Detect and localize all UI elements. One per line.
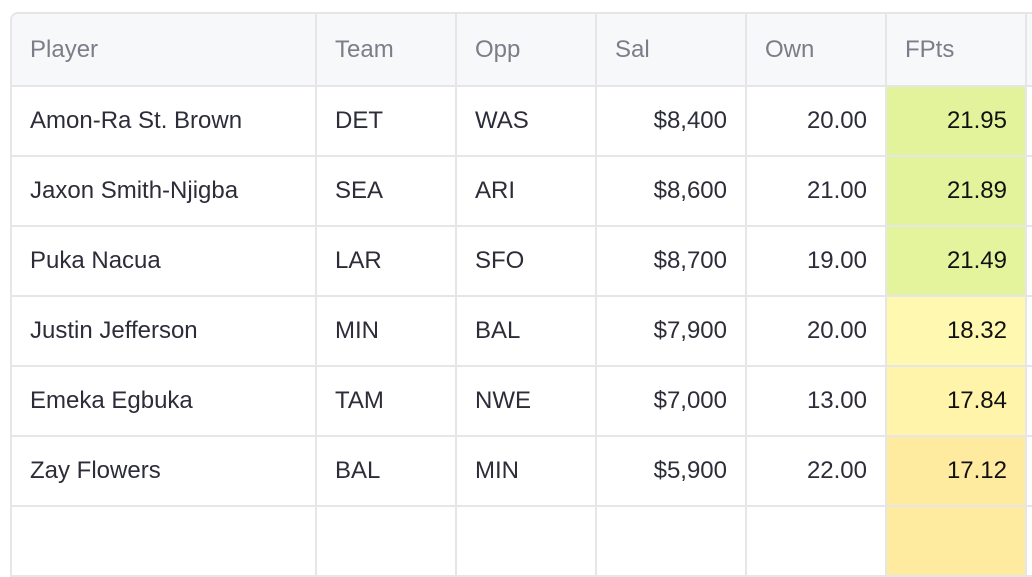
column-header-player[interactable]: Player xyxy=(12,14,317,87)
cell-opp: BAL xyxy=(456,296,597,367)
cell-team: MIN xyxy=(316,296,457,367)
table-row[interactable]: Puka Nacua LAR SFO $8,700 19.00 21.49 xyxy=(12,226,1032,297)
cell-opp: SFO xyxy=(456,226,597,297)
cell-sal: $8,400 xyxy=(596,86,747,157)
cell-empty xyxy=(316,506,457,577)
cell-own: 19.00 xyxy=(746,226,887,297)
cell-opp: NWE xyxy=(456,366,597,437)
table-row[interactable]: Justin Jefferson MIN BAL $7,900 20.00 18.32 xyxy=(12,296,1032,367)
cell-fpts: 17.12 xyxy=(886,436,1027,507)
cell-empty xyxy=(746,506,887,577)
cell-player: Jaxon Smith-Njigba xyxy=(12,156,317,227)
cell-fpts: 17.84 xyxy=(886,366,1027,437)
players-table: Player Team Opp Sal Own FPts Amon-Ra St.… xyxy=(12,14,1032,577)
cell-empty xyxy=(12,506,317,577)
cell-own: 22.00 xyxy=(746,436,887,507)
cell-player: Zay Flowers xyxy=(12,436,317,507)
table-row[interactable]: Amon-Ra St. Brown DET WAS $8,400 20.00 21.95 xyxy=(12,86,1032,157)
header-row: Player Team Opp Sal Own FPts xyxy=(12,14,1032,87)
cell-extra xyxy=(1026,366,1032,437)
cell-sal: $8,700 xyxy=(596,226,747,297)
cell-sal: $8,600 xyxy=(596,156,747,227)
table-row-partial[interactable] xyxy=(12,506,1032,577)
players-table-container: Player Team Opp Sal Own FPts Amon-Ra St.… xyxy=(10,12,1032,577)
cell-empty xyxy=(456,506,597,577)
cell-extra xyxy=(1026,226,1032,297)
cell-team: TAM xyxy=(316,366,457,437)
cell-extra xyxy=(1026,86,1032,157)
cell-player: Puka Nacua xyxy=(12,226,317,297)
cell-sal: $7,000 xyxy=(596,366,747,437)
column-header-fpts[interactable]: FPts xyxy=(886,14,1027,87)
column-header-opp[interactable]: Opp xyxy=(456,14,597,87)
cell-team: BAL xyxy=(316,436,457,507)
cell-sal: $5,900 xyxy=(596,436,747,507)
table-row[interactable]: Jaxon Smith-Njigba SEA ARI $8,600 21.00 21.89 xyxy=(12,156,1032,227)
cell-opp: ARI xyxy=(456,156,597,227)
cell-player: Amon-Ra St. Brown xyxy=(12,86,317,157)
cell-player: Justin Jefferson xyxy=(12,296,317,367)
cell-fpts: 21.95 xyxy=(886,86,1027,157)
cell-team: LAR xyxy=(316,226,457,297)
cell-opp: MIN xyxy=(456,436,597,507)
cell-empty xyxy=(1026,506,1032,577)
cell-own: 13.00 xyxy=(746,366,887,437)
cell-empty xyxy=(596,506,747,577)
column-header-team[interactable]: Team xyxy=(316,14,457,87)
cell-player: Emeka Egbuka xyxy=(12,366,317,437)
cell-extra xyxy=(1026,436,1032,507)
table-row[interactable]: Emeka Egbuka TAM NWE $7,000 13.00 17.84 xyxy=(12,366,1032,437)
cell-team: DET xyxy=(316,86,457,157)
cell-own: 20.00 xyxy=(746,296,887,367)
cell-sal: $7,900 xyxy=(596,296,747,367)
cell-extra xyxy=(1026,156,1032,227)
column-header-sal[interactable]: Sal xyxy=(596,14,747,87)
cell-extra xyxy=(1026,296,1032,367)
cell-team: SEA xyxy=(316,156,457,227)
cell-empty xyxy=(886,506,1027,577)
cell-fpts: 21.89 xyxy=(886,156,1027,227)
cell-fpts: 21.49 xyxy=(886,226,1027,297)
cell-opp: WAS xyxy=(456,86,597,157)
table-row[interactable]: Zay Flowers BAL MIN $5,900 22.00 17.12 xyxy=(12,436,1032,507)
cell-own: 20.00 xyxy=(746,86,887,157)
column-header-own[interactable]: Own xyxy=(746,14,887,87)
cell-fpts: 18.32 xyxy=(886,296,1027,367)
column-header-extra xyxy=(1026,14,1032,87)
cell-own: 21.00 xyxy=(746,156,887,227)
